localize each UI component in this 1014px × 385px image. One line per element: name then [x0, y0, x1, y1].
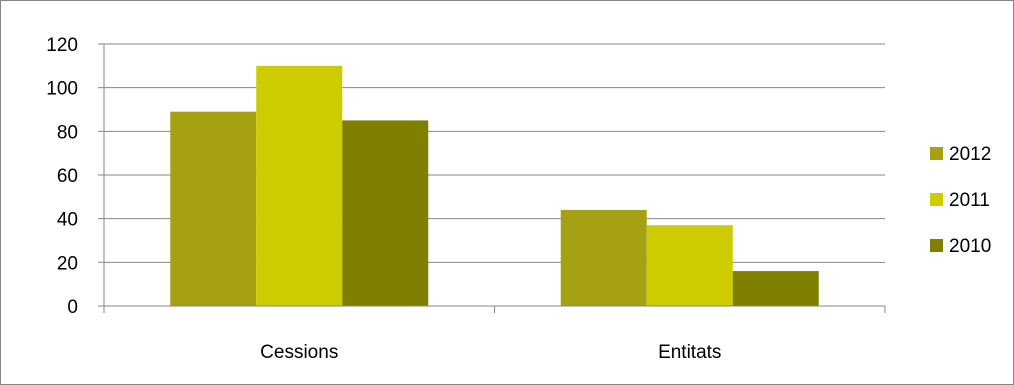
y-tick-label: 100 — [46, 79, 78, 100]
bar-2010-cessions — [342, 120, 429, 307]
legend-swatch-2011 — [930, 193, 943, 206]
legend: 2012 2011 2010 — [930, 144, 991, 257]
axes — [98, 43, 886, 313]
x-axis-tick-labels: Cessions Entitats — [260, 342, 721, 363]
y-tick-label: 80 — [57, 122, 78, 143]
bar-2011-cessions — [256, 65, 343, 306]
y-tick-label: 60 — [57, 166, 78, 187]
x-tick-label: Cessions — [260, 342, 338, 363]
y-tick-label: 20 — [57, 253, 78, 274]
legend-label-2011: 2011 — [949, 190, 990, 211]
bar-2010-entitats — [732, 271, 819, 306]
legend-swatch-2010 — [930, 239, 943, 252]
y-tick-label: 40 — [57, 210, 78, 231]
bar-2012-cessions — [170, 111, 257, 306]
legend-swatch-2012 — [930, 147, 943, 160]
bar-2012-entitats — [560, 209, 647, 306]
y-tick-label: 120 — [46, 35, 78, 56]
x-tick-label: Entitats — [658, 342, 721, 363]
bar-2011-entitats — [646, 225, 733, 306]
y-tick-label: 0 — [67, 297, 78, 318]
legend-label-2012: 2012 — [949, 144, 991, 165]
bars — [170, 65, 819, 307]
y-axis-tick-labels: 0 20 40 60 80 100 120 — [46, 35, 78, 318]
legend-label-2010: 2010 — [949, 236, 991, 257]
